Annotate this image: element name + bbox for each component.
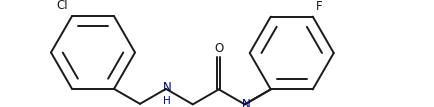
Text: H: H	[163, 96, 171, 106]
Text: F: F	[315, 0, 322, 13]
Text: N: N	[162, 81, 171, 94]
Text: O: O	[214, 42, 223, 55]
Text: N: N	[241, 98, 250, 107]
Text: Cl: Cl	[56, 0, 68, 12]
